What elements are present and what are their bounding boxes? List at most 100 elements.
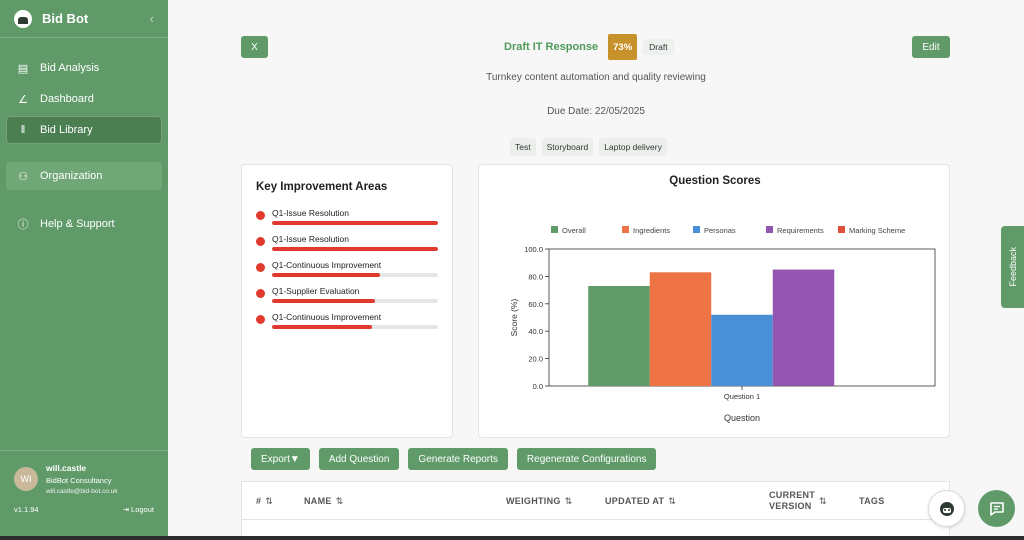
- user-name: will.castle: [46, 463, 87, 473]
- chart-title: Question Scores: [669, 175, 760, 187]
- sidebar-item-dashboard[interactable]: ∠ Dashboard: [6, 85, 162, 113]
- document-icon: ▤: [17, 62, 29, 75]
- column-label: CURRENT VERSION: [769, 490, 816, 511]
- column-header-number[interactable]: # ⇅: [256, 482, 273, 520]
- progress-bar: [272, 299, 438, 303]
- feedback-label: Feedback: [1007, 247, 1018, 287]
- improvement-list: Q1-Issue Resolution Q1-Issue Resolution …: [256, 208, 438, 329]
- improvement-title: Key Improvement Areas: [256, 181, 388, 193]
- legend-label: Requirements: [777, 226, 824, 235]
- export-button[interactable]: Export▼: [251, 448, 310, 470]
- y-tick-label: 0.0: [533, 382, 543, 391]
- sidebar-item-help[interactable]: ⓘ Help & Support: [6, 210, 162, 238]
- y-axis-label: Score (%): [509, 298, 519, 336]
- chat-button[interactable]: [978, 490, 1015, 527]
- improvement-label: Q1-Supplier Evaluation: [272, 286, 360, 296]
- generate-reports-button[interactable]: Generate Reports: [408, 448, 508, 470]
- due-date: Due Date: 22/05/2025: [547, 106, 645, 117]
- legend-swatch: [766, 226, 773, 233]
- app-version: v1.1.94: [14, 505, 39, 514]
- sidebar-item-label: Dashboard: [40, 93, 94, 105]
- column-header-weighting[interactable]: WEIGHTING ⇅: [506, 482, 573, 520]
- status-badge: Draft: [643, 39, 674, 55]
- sidebar-item-label: Bid Analysis: [40, 62, 100, 74]
- alert-dot-icon: [256, 263, 265, 272]
- user-info[interactable]: WI will.castle BidBot Consultancy will.c…: [14, 463, 154, 495]
- sidebar-item-label: Bid Library: [40, 124, 93, 136]
- column-header-current-version[interactable]: CURRENT VERSION ⇅: [769, 482, 827, 520]
- question-toolbar: Export▼ Add Question Generate Reports Re…: [251, 448, 657, 470]
- progress-fill: [272, 299, 375, 303]
- sidebar-item-label: Help & Support: [40, 218, 115, 230]
- alert-dot-icon: [256, 315, 265, 324]
- logout-label: Logout: [131, 505, 154, 514]
- avatar: WI: [14, 467, 38, 491]
- page-title: Draft IT Response: [504, 41, 599, 53]
- feedback-tab[interactable]: Feedback: [1001, 226, 1024, 308]
- questions-table: # ⇅ NAME ⇅ WEIGHTING ⇅ UPDATED AT ⇅ CURRENT …: [241, 481, 950, 540]
- line-chart-icon: ∠: [18, 93, 28, 106]
- bar: [588, 285, 650, 386]
- column-header-tags: TAGS: [859, 482, 885, 520]
- improvement-label: Q1-Continuous Improvement: [272, 260, 382, 270]
- sidebar: Bid Bot ‹ ▤ Bid Analysis ∠ Dashboard ‖ B…: [0, 0, 168, 540]
- improvement-item: Q1-Issue Resolution: [256, 234, 438, 251]
- users-icon: ⚇: [18, 170, 28, 183]
- chat-icon: [989, 501, 1004, 516]
- improvement-label: Q1-Continuous Improvement: [272, 312, 382, 322]
- column-header-name[interactable]: NAME ⇅: [304, 482, 344, 520]
- legend-swatch: [551, 226, 558, 233]
- progress-bar: [272, 221, 438, 225]
- edit-button[interactable]: Edit: [912, 36, 950, 58]
- sidebar-item-label: Organization: [40, 170, 103, 182]
- improvement-item: Q1-Continuous Improvement: [256, 312, 438, 329]
- legend-label: Ingredients: [633, 226, 670, 235]
- help-circle-icon: ⓘ: [17, 219, 29, 231]
- sort-icon: ⇅: [564, 495, 573, 506]
- user-email: will.castle@bid-bot.co.uk: [46, 488, 118, 495]
- close-button[interactable]: X: [241, 36, 268, 58]
- table-header: # ⇅ NAME ⇅ WEIGHTING ⇅ UPDATED AT ⇅ CURRENT …: [242, 482, 949, 520]
- sort-icon: ⇅: [668, 495, 677, 506]
- x-tick-label: Question 1: [724, 392, 760, 401]
- column-label: TAGS: [859, 496, 885, 506]
- sidebar-item-bid-analysis[interactable]: ▤ Bid Analysis: [6, 54, 162, 82]
- tag[interactable]: Laptop delivery: [599, 138, 667, 156]
- regenerate-configurations-button[interactable]: Regenerate Configurations: [516, 448, 657, 470]
- window-edge: [0, 536, 1024, 540]
- tag-list: Test Storyboard Laptop delivery: [510, 138, 667, 156]
- app-name: Bid Bot: [42, 11, 89, 26]
- chevron-left-icon[interactable]: ‹: [149, 11, 154, 26]
- bot-assistant-button[interactable]: [928, 490, 965, 527]
- column-header-updated-at[interactable]: UPDATED AT ⇅: [605, 482, 676, 520]
- alert-dot-icon: [256, 289, 265, 298]
- tag[interactable]: Test: [510, 138, 536, 156]
- question-scores-card: Question Scores Overall Ingredients Persona…: [478, 164, 950, 438]
- x-axis-label: Question: [724, 413, 760, 423]
- sidebar-header: Bid Bot ‹: [0, 0, 168, 38]
- progress-fill: [272, 221, 438, 225]
- alert-dot-icon: [256, 211, 265, 220]
- improvement-label: Q1-Issue Resolution: [272, 234, 350, 244]
- column-label: UPDATED AT: [605, 496, 665, 506]
- y-tick-label: 100.0: [524, 245, 543, 254]
- legend-swatch: [622, 226, 629, 233]
- progress-bar: [272, 273, 438, 277]
- bar: [772, 269, 835, 386]
- add-question-button[interactable]: Add Question: [318, 448, 400, 470]
- sidebar-item-organization[interactable]: ⚇ Organization: [6, 162, 162, 190]
- column-label: NAME: [304, 496, 332, 506]
- page-subtitle: Turnkey content automation and quality r…: [486, 72, 706, 83]
- y-tick-label: 60.0: [528, 300, 543, 309]
- logout-button[interactable]: ⇥ Logout: [123, 505, 154, 514]
- score-badge: 73%: [608, 34, 638, 60]
- improvement-card: Key Improvement Areas Q1-Issue Resolutio…: [241, 164, 453, 438]
- y-tick-label: 80.0: [528, 272, 543, 281]
- user-org: BidBot Consultancy: [46, 476, 112, 485]
- column-label: WEIGHTING: [506, 496, 561, 506]
- bot-logo-icon: [14, 9, 32, 28]
- tag[interactable]: Storyboard: [541, 138, 594, 156]
- progress-bar: [272, 247, 438, 251]
- sidebar-item-bid-library[interactable]: ‖ Bid Library: [6, 116, 162, 144]
- improvement-item: Q1-Continuous Improvement: [256, 260, 438, 277]
